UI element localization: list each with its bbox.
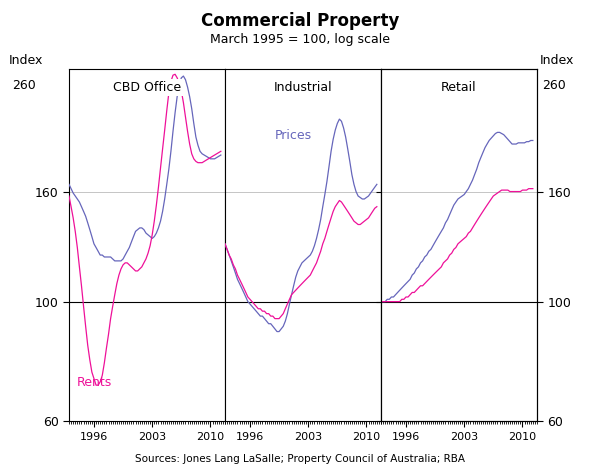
- Text: Rents: Rents: [77, 376, 112, 389]
- Text: 260: 260: [542, 79, 566, 92]
- Text: Commercial Property: Commercial Property: [201, 12, 399, 30]
- Text: Sources: Jones Lang LaSalle; Property Council of Australia; RBA: Sources: Jones Lang LaSalle; Property Co…: [135, 454, 465, 464]
- Text: Prices: Prices: [275, 129, 312, 142]
- Text: Index: Index: [540, 54, 574, 67]
- Text: Index: Index: [9, 54, 43, 67]
- Text: Industrial: Industrial: [274, 81, 332, 94]
- Text: CBD Office: CBD Office: [113, 81, 181, 94]
- Text: Retail: Retail: [441, 81, 477, 94]
- Text: March 1995 = 100, log scale: March 1995 = 100, log scale: [210, 33, 390, 46]
- Text: 260: 260: [12, 79, 36, 92]
